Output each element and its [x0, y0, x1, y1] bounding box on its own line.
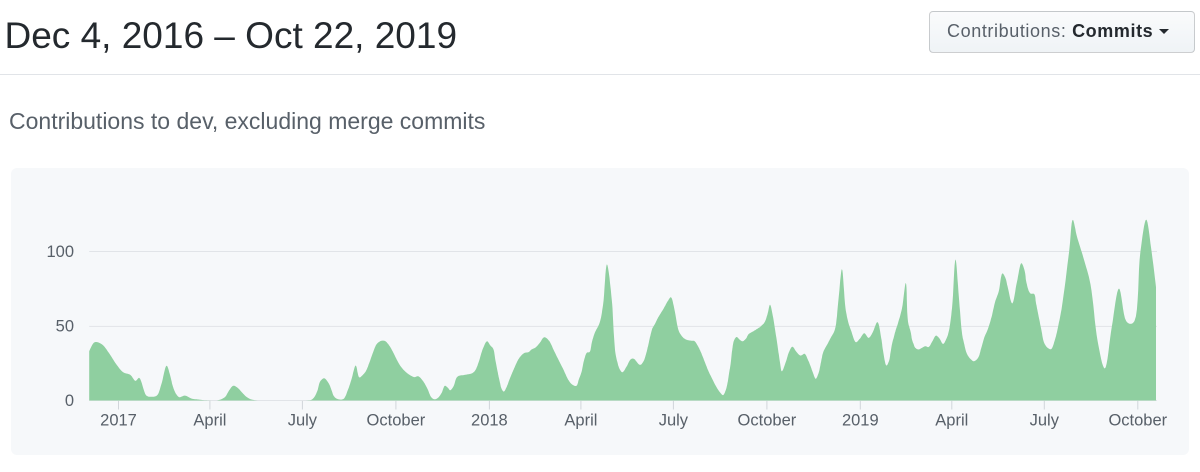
- svg-text:July: July: [288, 412, 318, 430]
- svg-text:October: October: [1108, 412, 1167, 430]
- svg-text:April: April: [193, 412, 226, 430]
- svg-text:April: April: [564, 412, 597, 430]
- svg-text:April: April: [935, 412, 968, 430]
- svg-text:October: October: [367, 412, 426, 430]
- svg-text:July: July: [1030, 412, 1060, 430]
- svg-text:50: 50: [56, 318, 74, 336]
- svg-text:July: July: [659, 412, 689, 430]
- svg-text:0: 0: [65, 392, 74, 410]
- svg-text:2019: 2019: [842, 412, 879, 430]
- svg-text:100: 100: [46, 243, 74, 261]
- svg-text:2017: 2017: [100, 412, 137, 430]
- svg-text:2018: 2018: [471, 412, 508, 430]
- svg-text:October: October: [738, 412, 797, 430]
